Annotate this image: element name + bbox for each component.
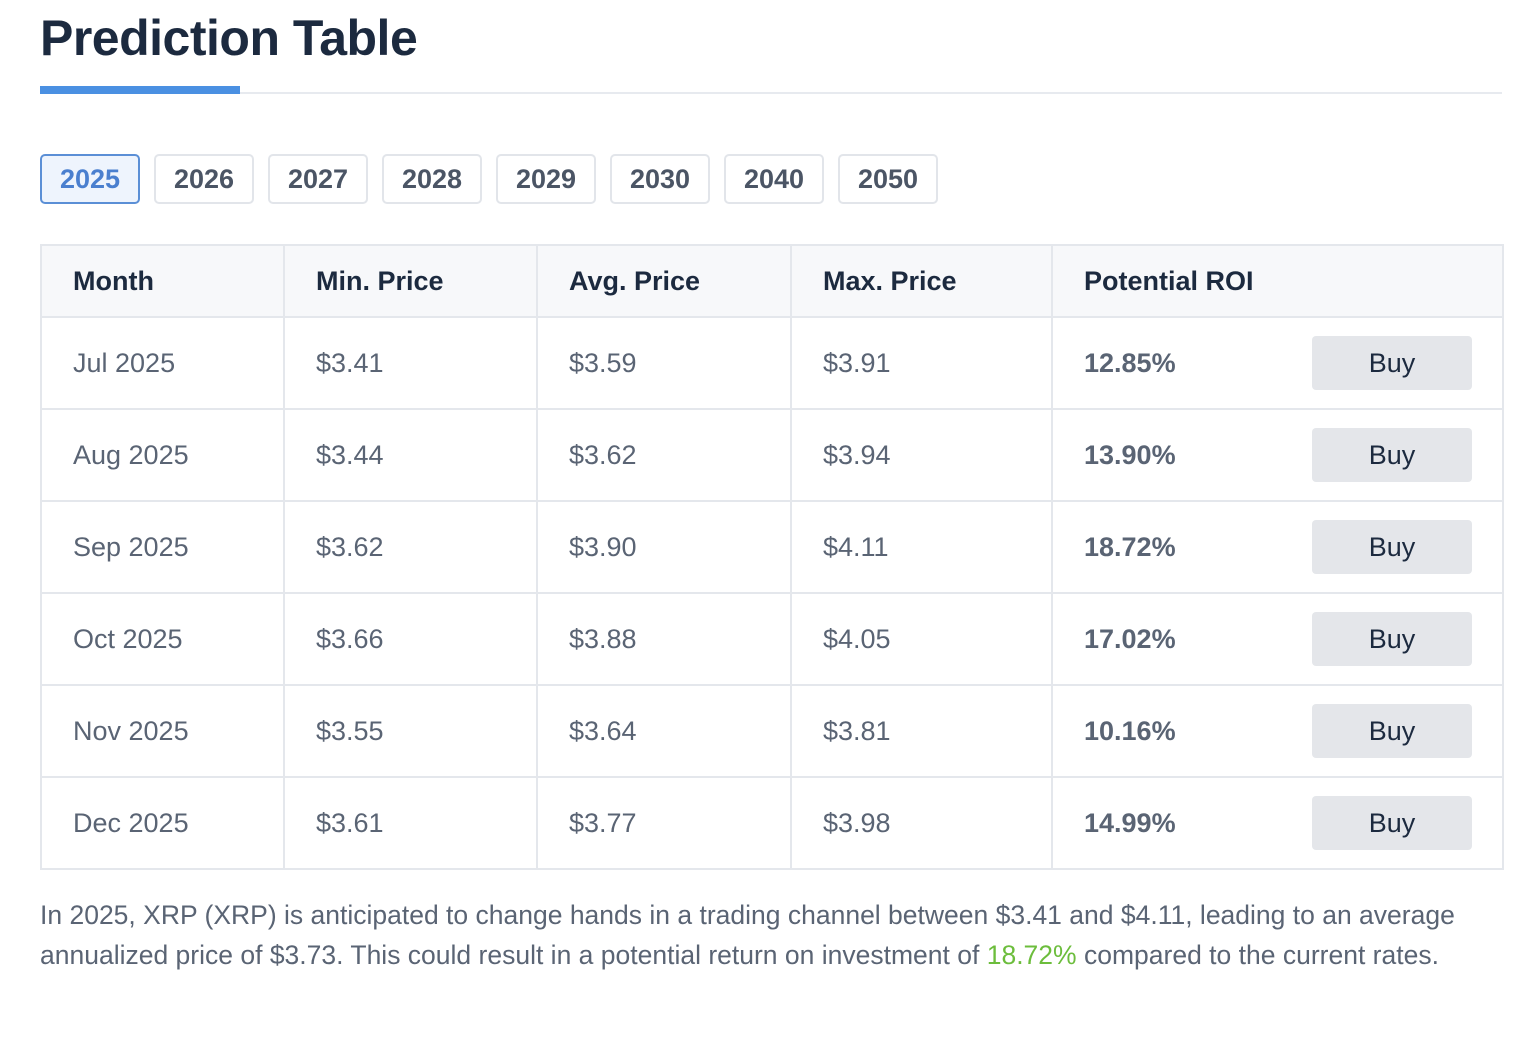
cell-min-price: $3.61 <box>283 776 538 870</box>
cell-min-price: $3.55 <box>283 684 538 778</box>
roi-value: 10.16% <box>1084 715 1176 746</box>
cell-avg-price: $3.77 <box>536 776 792 870</box>
cell-month: Jul 2025 <box>40 316 285 410</box>
table-row: Dec 2025 $3.61 $3.77 $3.98 14.99% Buy <box>40 776 1504 870</box>
title-accent-bar <box>40 86 240 94</box>
cell-max-price: $3.81 <box>790 684 1053 778</box>
cell-roi: 10.16% Buy <box>1051 684 1504 778</box>
page-title: Prediction Table <box>40 10 418 66</box>
table-row: Oct 2025 $3.66 $3.88 $4.05 17.02% Buy <box>40 592 1504 686</box>
buy-button[interactable]: Buy <box>1312 704 1472 758</box>
header-month: Month <box>40 244 285 318</box>
cell-roi: 12.85% Buy <box>1051 316 1504 410</box>
buy-button[interactable]: Buy <box>1312 520 1472 574</box>
cell-max-price: $4.11 <box>790 500 1053 594</box>
roi-value: 12.85% <box>1084 347 1176 378</box>
header-avg-price: Avg. Price <box>536 244 792 318</box>
tab-2026[interactable]: 2026 <box>154 154 254 204</box>
cell-max-price: $3.98 <box>790 776 1053 870</box>
cell-month: Sep 2025 <box>40 500 285 594</box>
cell-avg-price: $3.64 <box>536 684 792 778</box>
cell-max-price: $4.05 <box>790 592 1053 686</box>
cell-min-price: $3.66 <box>283 592 538 686</box>
cell-month: Oct 2025 <box>40 592 285 686</box>
cell-roi: 18.72% Buy <box>1051 500 1504 594</box>
buy-button[interactable]: Buy <box>1312 612 1472 666</box>
table-row: Aug 2025 $3.44 $3.62 $3.94 13.90% Buy <box>40 408 1504 502</box>
summary-roi-highlight: 18.72% <box>986 939 1077 970</box>
tab-2028[interactable]: 2028 <box>382 154 482 204</box>
buy-button[interactable]: Buy <box>1312 796 1472 850</box>
table-row: Nov 2025 $3.55 $3.64 $3.81 10.16% Buy <box>40 684 1504 778</box>
cell-month: Dec 2025 <box>40 776 285 870</box>
header-potential-roi: Potential ROI <box>1051 244 1504 318</box>
prediction-table: Month Min. Price Avg. Price Max. Price P… <box>40 244 1504 870</box>
buy-button[interactable]: Buy <box>1312 428 1472 482</box>
summary-text-start: In 2025, XRP (XRP) is anticipated to cha… <box>40 900 1455 970</box>
cell-max-price: $3.94 <box>790 408 1053 502</box>
cell-max-price: $3.91 <box>790 316 1053 410</box>
cell-month: Aug 2025 <box>40 408 285 502</box>
cell-avg-price: $3.88 <box>536 592 792 686</box>
summary-paragraph: In 2025, XRP (XRP) is anticipated to cha… <box>40 896 1502 975</box>
year-tabs: 2025 2026 2027 2028 2029 2030 2040 2050 <box>40 154 938 204</box>
cell-min-price: $3.41 <box>283 316 538 410</box>
cell-avg-price: $3.59 <box>536 316 792 410</box>
tab-2025[interactable]: 2025 <box>40 154 140 204</box>
table-row: Sep 2025 $3.62 $3.90 $4.11 18.72% Buy <box>40 500 1504 594</box>
cell-min-price: $3.62 <box>283 500 538 594</box>
roi-value: 18.72% <box>1084 531 1176 562</box>
tab-2029[interactable]: 2029 <box>496 154 596 204</box>
cell-month: Nov 2025 <box>40 684 285 778</box>
roi-value: 17.02% <box>1084 623 1176 654</box>
header-max-price: Max. Price <box>790 244 1053 318</box>
cell-roi: 17.02% Buy <box>1051 592 1504 686</box>
cell-roi: 13.90% Buy <box>1051 408 1504 502</box>
table-row: Jul 2025 $3.41 $3.59 $3.91 12.85% Buy <box>40 316 1504 410</box>
tab-2040[interactable]: 2040 <box>724 154 824 204</box>
buy-button[interactable]: Buy <box>1312 336 1472 390</box>
roi-value: 14.99% <box>1084 807 1176 838</box>
roi-value: 13.90% <box>1084 439 1176 470</box>
tab-2050[interactable]: 2050 <box>838 154 938 204</box>
summary-text-end: compared to the current rates. <box>1076 939 1439 970</box>
header-min-price: Min. Price <box>283 244 538 318</box>
cell-min-price: $3.44 <box>283 408 538 502</box>
table-header-row: Month Min. Price Avg. Price Max. Price P… <box>40 244 1504 318</box>
cell-avg-price: $3.62 <box>536 408 792 502</box>
cell-roi: 14.99% Buy <box>1051 776 1504 870</box>
tab-2030[interactable]: 2030 <box>610 154 710 204</box>
cell-avg-price: $3.90 <box>536 500 792 594</box>
tab-2027[interactable]: 2027 <box>268 154 368 204</box>
title-divider <box>40 92 1502 94</box>
